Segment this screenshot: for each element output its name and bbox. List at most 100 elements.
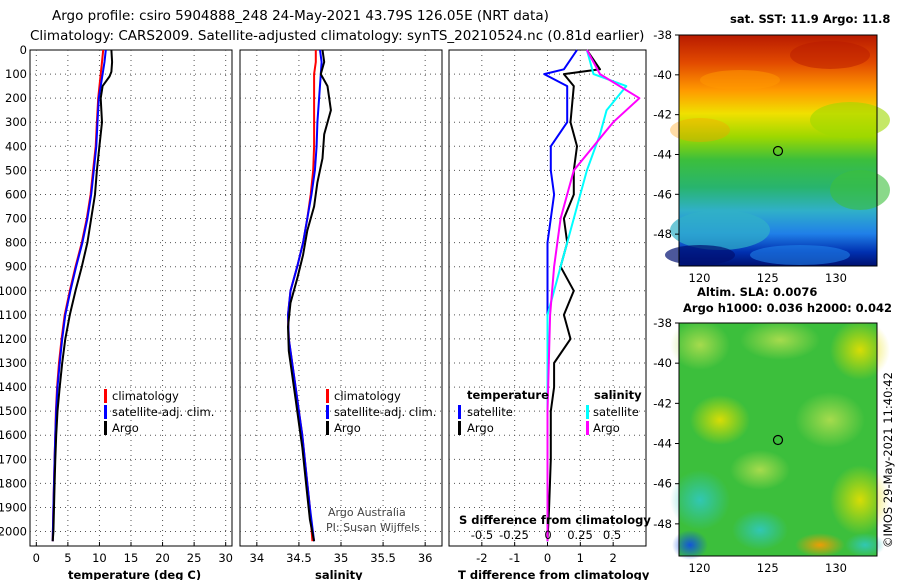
sla-texture	[670, 320, 890, 560]
temperature-axes-frame	[29, 49, 233, 547]
legend-s-argo-label: Argo	[593, 421, 620, 435]
title-line-1: Argo profile: csiro 5904888_248 24-May-2…	[52, 8, 549, 24]
depth-tick-label: 1500	[0, 404, 27, 418]
legend-satellite-label: satellite-adj. clim.	[112, 405, 214, 419]
map-ytick-label: -42	[653, 108, 672, 122]
depth-tick-label: 1200	[0, 332, 27, 346]
map-ytick-label: -48	[653, 517, 672, 531]
depth-tick-label: 1800	[0, 476, 27, 490]
legend-satellite-swatch	[104, 405, 107, 419]
s-diff-tick-label: -0.25	[499, 528, 529, 542]
depth-tick-label: 300	[5, 115, 27, 129]
legend-climatology-label: climatology	[334, 389, 401, 403]
salinity-xlabel: salinity	[315, 568, 363, 580]
s-diff-tick-label: 0.5	[603, 528, 621, 542]
series-s-satellite	[546, 49, 628, 542]
map-ytick-label: -46	[653, 187, 672, 201]
s-diff-tick-label: 0	[544, 528, 551, 542]
temperature-panel: 0 5 10 15 20 25 30 0 100 200 300 400 500 600 700 800 90…	[0, 43, 233, 580]
sla-map-frame	[678, 322, 878, 557]
legend-s-satellite-label: satellite	[593, 405, 639, 419]
depth-tick-label: 400	[5, 139, 27, 153]
salinity-x-ticks: 34 34.5 35 35.5 36	[250, 542, 432, 565]
temp-xtick-label: 15	[124, 551, 139, 565]
difference-x-ticks: -2 -1 0 1 2	[476, 542, 617, 565]
temperature-grid	[30, 50, 232, 546]
map-ytick-label: -44	[653, 147, 672, 161]
salinity-panel: 34 34.5 35 35.5 36 salinity climatology sate…	[239, 49, 443, 580]
salinity-difference-ticks: -0.5 -0.25 0 0.25 0.5	[471, 528, 621, 542]
temperature-legend: climatology satellite-adj. clim. Argo	[104, 389, 214, 435]
map-ytick-label: -46	[653, 477, 672, 491]
legend-climatology-swatch	[104, 389, 107, 403]
legend-climatology-label: climatology	[112, 389, 179, 403]
depth-tick-label: 2000	[0, 525, 27, 539]
sla-y-ticks: -38 -40 -42 -44 -46 -48	[653, 316, 679, 531]
map-xtick-label: 120	[689, 271, 711, 285]
legend-temperature-header: temperature	[467, 388, 549, 402]
s-difference-label: S difference from climatology	[459, 513, 651, 527]
legend-t-argo-label: Argo	[467, 421, 494, 435]
s-diff-tick-label: -0.5	[471, 528, 493, 542]
sal-xtick-label: 34.5	[286, 551, 312, 565]
legend-t-satellite-swatch	[458, 405, 461, 419]
difference-lines	[543, 49, 641, 542]
sst-map: sat. SST: 11.9 Argo: 11.8 -38 -40 -42 -44 -4…	[653, 12, 890, 285]
salinity-legend: climatology satellite-adj. clim. Argo	[326, 389, 436, 435]
depth-tick-label: 1600	[0, 428, 27, 442]
temp-xtick-label: 20	[155, 551, 170, 565]
temp-xtick-label: 0	[33, 551, 40, 565]
map-ytick-label: -44	[653, 437, 672, 451]
temp-xtick-label: 5	[64, 551, 71, 565]
depth-tick-label: 0	[20, 43, 27, 57]
depth-tick-label: 1900	[0, 500, 27, 514]
temp-xtick-label: 10	[92, 551, 107, 565]
depth-tick-label: 1700	[0, 452, 27, 466]
map-xtick-label: 130	[825, 271, 847, 285]
legend-salinity-header: salinity	[594, 388, 642, 402]
map-xtick-label: 125	[757, 271, 779, 285]
sal-xtick-label: 34	[250, 551, 265, 565]
legend-t-satellite-label: satellite	[467, 405, 513, 419]
imos-watermark: ©IMOS 29-May-2021 11:40:42	[881, 372, 895, 548]
depth-tick-label: 700	[5, 212, 27, 226]
depth-tick-label: 800	[5, 236, 27, 250]
depth-tick-label: 1300	[0, 356, 27, 370]
sal-xtick-label: 35	[334, 551, 349, 565]
depth-tick-label: 200	[5, 91, 27, 105]
diff-xtick-label: -2	[476, 551, 487, 565]
diff-xtick-label: 2	[610, 551, 617, 565]
legend-satellite-label: satellite-adj. clim.	[334, 405, 436, 419]
temp-xtick-label: 30	[218, 551, 233, 565]
sst-y-ticks: -38 -40 -42 -44 -46 -48	[653, 28, 679, 241]
temperature-x-ticks: 0 5 10 15 20 25 30	[33, 542, 233, 565]
map-ytick-label: -48	[653, 227, 672, 241]
s-diff-tick-label: 0.25	[567, 528, 593, 542]
series-argo	[287, 49, 332, 542]
legend-argo-swatch	[104, 421, 107, 435]
sla-title-line-2: Argo h1000: 0.036 h2000: 0.042	[683, 301, 892, 315]
map-xtick-label: 120	[689, 561, 711, 575]
series-s-argo	[546, 49, 641, 542]
sst-map-title: sat. SST: 11.9 Argo: 11.8	[730, 12, 890, 26]
temp-xtick-label: 25	[187, 551, 202, 565]
credit-line-2: PI: Susan Wijffels	[326, 521, 420, 534]
depth-y-ticks: 0 100 200 300 400 500 600 700 800 900 1000 1100 1200…	[0, 43, 27, 539]
salinity-lines	[287, 49, 332, 542]
map-ytick-label: -38	[653, 28, 672, 42]
map-xtick-label: 125	[757, 561, 779, 575]
temperature-xlabel: temperature (deg C)	[68, 568, 201, 580]
series-satellite-adj-clim-	[287, 49, 323, 542]
sst-x-ticks: 120 125 130	[689, 271, 848, 285]
depth-tick-label: 1100	[0, 308, 27, 322]
difference-xlabel: T difference from climatology	[458, 568, 650, 580]
diff-xtick-label: 1	[577, 551, 584, 565]
legend-satellite-swatch	[326, 405, 329, 419]
sst-map-frame	[678, 34, 878, 267]
sst-texture	[665, 41, 890, 265]
legend-s-argo-swatch	[586, 421, 589, 435]
map-ytick-label: -42	[653, 396, 672, 410]
diff-xtick-label: 0	[544, 551, 551, 565]
difference-legend: temperature satellite Argo salinity sate…	[458, 388, 642, 435]
series-argo	[51, 49, 114, 542]
